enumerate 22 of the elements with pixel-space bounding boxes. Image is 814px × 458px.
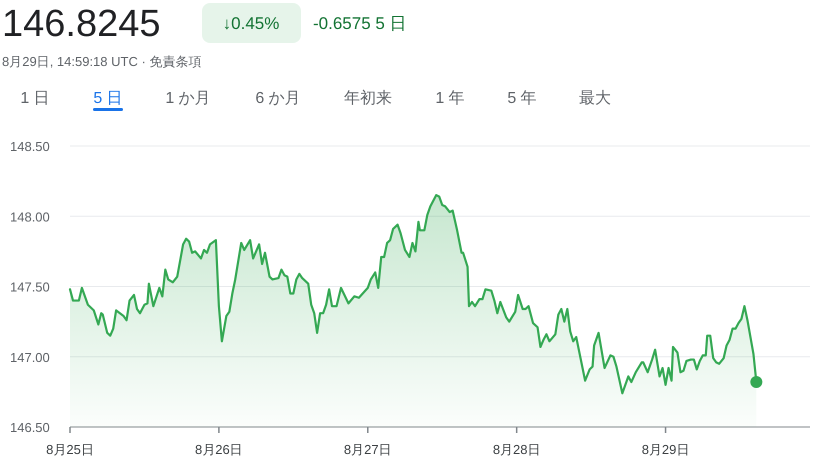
x-tick-label: 8月27日: [344, 442, 392, 457]
x-tick-label: 8月26日: [195, 442, 243, 457]
text: 1 日: [20, 90, 50, 107]
text: 1 か月: [165, 90, 211, 107]
text: 年初来: [344, 89, 392, 107]
x-tick-label: 8月25日: [46, 442, 94, 457]
y-tick-label: 148.50: [10, 139, 50, 154]
y-tick-label: 147.50: [10, 280, 50, 294]
text: ↓0.45%: [222, 14, 280, 33]
text: 6 か月: [255, 90, 301, 107]
x-tick-label: 8月28日: [492, 442, 541, 457]
text: 5 年: [507, 90, 537, 107]
y-tick-label: 147.00: [10, 350, 50, 365]
x-tick-label: 8月29日: [642, 442, 690, 457]
text: 最大: [579, 89, 611, 107]
chart-title: 146.8245: [2, 3, 160, 45]
y-tick-label: 148.00: [10, 209, 50, 224]
text: 1 年: [435, 90, 465, 107]
y-tick-label: 146.50: [10, 420, 50, 435]
text: -0.6575 5 日: [313, 14, 407, 33]
text: 5 日: [93, 90, 123, 107]
chart-subtitle: 8月29日, 14:59:18 UTC · 免責条項: [2, 54, 202, 69]
